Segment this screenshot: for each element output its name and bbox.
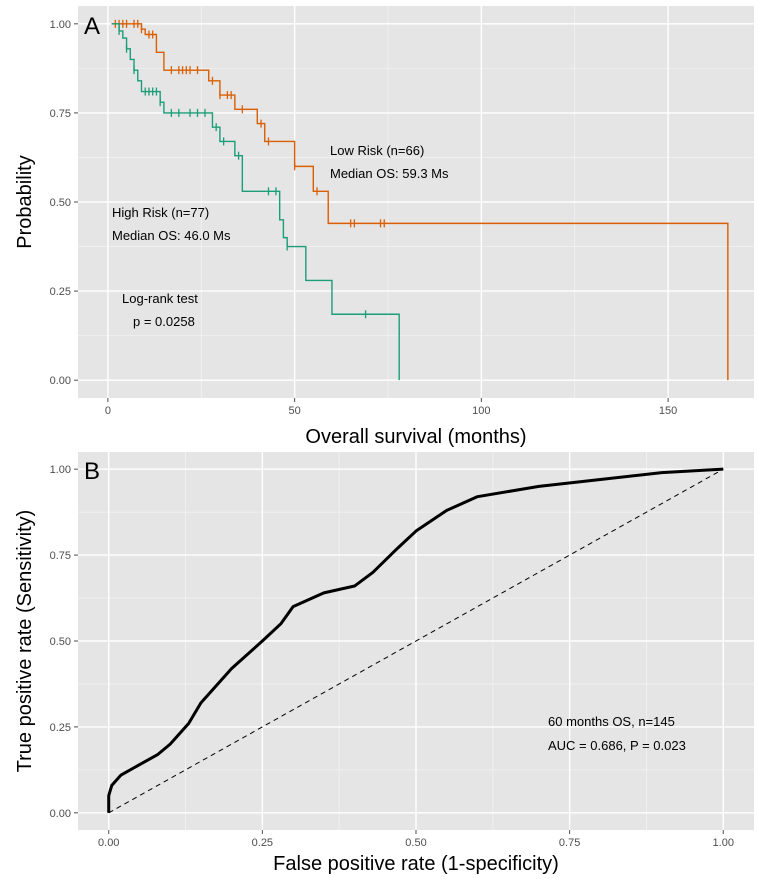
panel-label-b: B [84,458,100,485]
roc-axis-ticks: 0.00 0.25 0.50 0.75 1.00 0.00 0.25 0.50 0.75 1.00 [50,464,734,849]
roc-y-tick-label: 0.25 [50,722,71,734]
km-y-tick-label: 0.00 [50,375,71,387]
km-y-tick-label: 1.00 [50,19,71,31]
km-y-tick-label: 0.50 [50,197,71,209]
roc-x-tick-label: 0.25 [252,837,273,849]
roc-x-tick-label: 0.75 [559,837,580,849]
km-x-tick-label: 150 [659,405,677,417]
roc-panel: 0.00 0.25 0.50 0.75 1.00 0.00 0.25 0.50 0.75 1.00… [14,452,754,875]
high-risk-label: High Risk (n=77) [112,205,209,220]
roc-curve [107,467,724,813]
logrank-pvalue: p = 0.0258 [133,314,195,329]
km-x-axis-title: Overall survival (months) [305,426,526,448]
km-gridlines [78,6,754,398]
logrank-title: Log-rank test [122,291,198,306]
roc-y-tick-label: 0.50 [50,636,71,648]
roc-x-tick-label: 1.00 [713,837,734,849]
roc-y-tick-label: 0.00 [50,808,71,820]
roc-x-tick-label: 0.50 [405,837,426,849]
km-x-tick-label: 50 [288,405,300,417]
km-x-tick-label: 100 [472,405,490,417]
roc-curves [107,467,724,814]
km-panel: 0 50 100 150 0.00 0.25 0.50 0.75 1.00 A Low Risk… [14,6,754,448]
km-curves [111,19,729,381]
roc-x-tick-label: 0.00 [98,837,119,849]
km-x-tick-label: 0 [105,405,111,417]
low-risk-label: Low Risk (n=66) [330,143,424,158]
low-risk-median: Median OS: 59.3 Ms [330,166,449,181]
km-axis-ticks: 0 50 100 150 0.00 0.25 0.50 0.75 1.00 [50,19,678,417]
km-y-axis-title: Probability [14,155,36,248]
roc-y-tick-label: 0.75 [50,550,71,562]
roc-annotation-auc: AUC = 0.686, P = 0.023 [548,738,686,753]
roc-annotation-os: 60 months OS, n=145 [548,714,675,729]
roc-y-axis-title: True positive rate (Sensitivity) [14,510,36,773]
roc-gridlines [78,452,754,830]
roc-x-axis-title: False positive rate (1-specificity) [273,853,559,875]
km-y-tick-label: 0.25 [50,286,71,298]
roc-reference-diagonal [108,468,724,814]
high-risk-median: Median OS: 46.0 Ms [112,228,231,243]
roc-y-tick-label: 1.00 [50,464,71,476]
km-y-tick-label: 0.75 [50,108,71,120]
panel-label-a: A [84,13,100,40]
high-risk-survival-curve [111,23,400,381]
